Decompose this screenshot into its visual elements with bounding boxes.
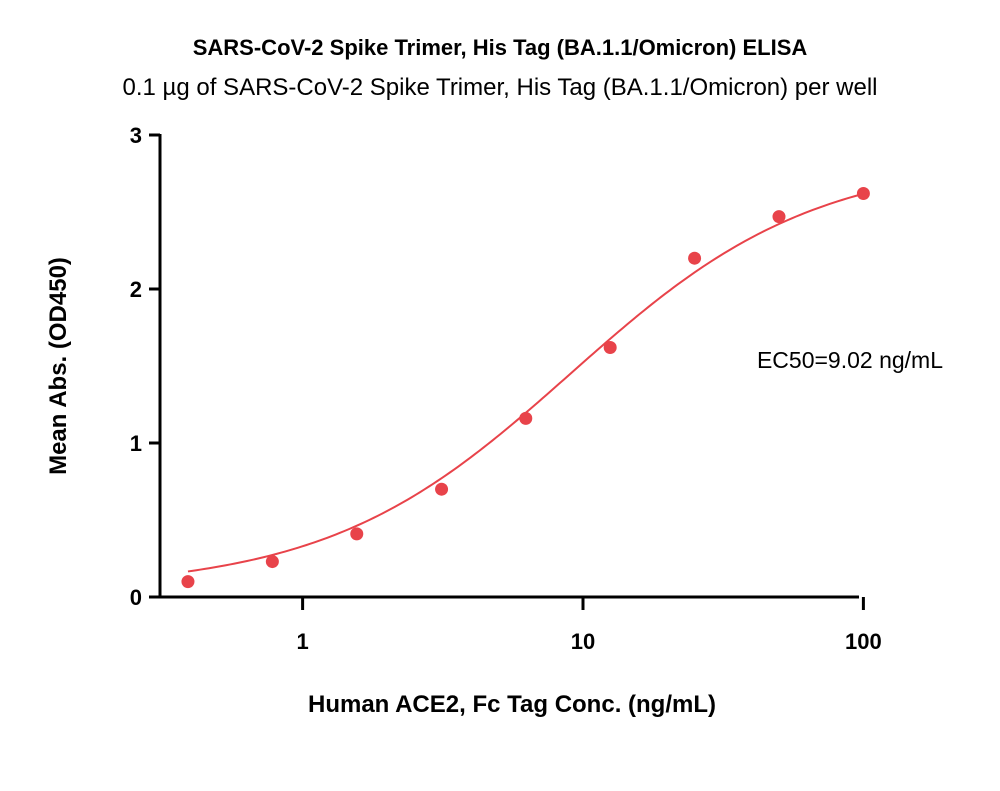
chart-subtitle: 0.1 µg of SARS-CoV-2 Spike Trimer, His T… [122, 74, 878, 101]
axes [149, 133, 865, 610]
axis-labels: 0 1 2 3 1 10 100 Human ACE2, Fc Tag Conc. (ng/m… [45, 123, 943, 718]
ec50-annotation: EC50=9.02 ng/mL [757, 347, 943, 373]
y-tick-label: 0 [130, 585, 142, 610]
data-point [519, 411, 533, 425]
y-axis-title: Mean Abs. (OD450) [45, 257, 72, 475]
chart-title: SARS-CoV-2 Spike Trimer, His Tag (BA.1.1… [192, 35, 808, 60]
data-point [181, 575, 195, 589]
data-point [435, 482, 449, 496]
x-axis-title: Human ACE2, Fc Tag Conc. (ng/mL) [308, 691, 716, 718]
x-tick-label: 100 [845, 629, 882, 654]
data-point [265, 555, 279, 569]
x-tick-label: 1 [296, 629, 308, 654]
data-point [688, 251, 702, 265]
y-tick-label: 3 [130, 123, 142, 148]
data-point [350, 527, 364, 541]
y-tick-label: 2 [130, 277, 142, 302]
fit-curve-layer [187, 192, 864, 573]
data-points [181, 187, 870, 589]
data-point [603, 341, 617, 355]
data-point [772, 210, 786, 224]
y-tick-label: 1 [130, 431, 142, 456]
fit-curve [187, 192, 864, 573]
x-tick-label: 10 [571, 629, 595, 654]
data-point [856, 187, 870, 201]
